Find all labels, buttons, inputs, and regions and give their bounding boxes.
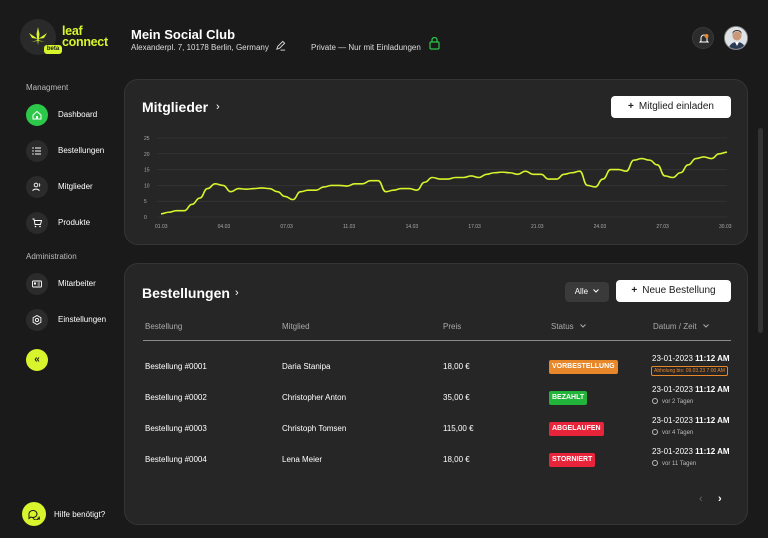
x-tick-label: 27.03 <box>656 224 669 230</box>
member-name: Christoph Tomsen <box>282 424 347 433</box>
status-badge: BEZAHLT <box>549 391 588 405</box>
page-scrollbar[interactable] <box>758 128 763 333</box>
x-tick-label: 01.03 <box>155 224 168 230</box>
y-tick-label: 25 <box>144 136 150 142</box>
sidebar-item-orders[interactable]: Bestellungen <box>26 140 126 162</box>
invite-member-button[interactable]: + Mitglied einladen <box>611 96 731 118</box>
order-id[interactable]: Bestellung #0004 <box>145 455 207 464</box>
home-icon <box>32 110 42 120</box>
orders-title[interactable]: Bestellungen <box>142 285 230 301</box>
users-icon <box>32 182 41 192</box>
privacy-status: Private — Nur mit Einladungen <box>311 43 421 52</box>
orders-card: Bestellungen › Alle + Neue Bestellung Bes… <box>124 263 748 525</box>
logo-pill: beta <box>44 45 62 54</box>
cart-icon <box>32 218 42 228</box>
logo-text: leaf connect <box>62 24 108 49</box>
member-name: Lena Meier <box>282 455 323 464</box>
members-card: Mitglieder › + Mitglied einladen 0 5 10 15 20… <box>124 79 748 245</box>
x-tick-label: 11.03 <box>343 224 355 230</box>
order-id[interactable]: Bestellung #0001 <box>145 362 207 371</box>
notification-button[interactable] <box>692 27 714 49</box>
help-label[interactable]: Hilfe benötigt? <box>54 510 106 519</box>
sidebar-section-administration: Administration <box>26 252 77 261</box>
order-id[interactable]: Bestellung #0002 <box>145 393 207 402</box>
order-price: 18,00 € <box>443 455 470 464</box>
status-badge: ABGELAUFEN <box>549 422 604 436</box>
plus-icon: + <box>631 285 638 296</box>
y-tick-label: 20 <box>144 152 150 158</box>
y-tick-label: 0 <box>144 215 147 221</box>
order-id[interactable]: Bestellung #0003 <box>145 424 207 433</box>
sidebar-item-members[interactable]: Mitglieder <box>26 176 126 198</box>
gear-icon <box>32 315 42 325</box>
clock-icon <box>652 429 658 435</box>
chevron-down-icon <box>702 324 709 328</box>
status-badge: STORNIERT <box>549 453 596 467</box>
avatar-image <box>725 27 747 49</box>
table-header-divider <box>143 340 731 341</box>
x-tick-label: 17.03 <box>468 224 481 230</box>
list-icon <box>32 147 41 155</box>
relative-time: vor 2 Tagen <box>652 398 693 405</box>
pickup-deadline: Abholung bis: 09.03.23 7:00 AM <box>651 366 728 376</box>
order-price: 115,00 € <box>443 424 474 433</box>
user-avatar[interactable] <box>724 26 748 50</box>
edit-icon[interactable] <box>275 40 286 51</box>
members-title[interactable]: Mitglieder <box>142 99 209 115</box>
x-tick-label: 30.03 <box>719 224 732 230</box>
relative-time: vor 11 Tagen <box>652 460 696 467</box>
leaf-icon <box>29 27 47 45</box>
sidebar-item-dashboard[interactable]: Dashboard <box>26 104 126 126</box>
relative-time: vor 4 Tagen <box>652 429 693 436</box>
y-tick-label: 5 <box>144 199 147 205</box>
club-address: Alexanderpl. 7, 10178 Berlin, Germany <box>131 43 269 52</box>
chat-icon <box>28 509 40 520</box>
pagination-next-button[interactable]: › <box>718 493 722 505</box>
members-series-line <box>160 151 728 215</box>
collapse-sidebar-button[interactable]: « <box>26 349 48 371</box>
sidebar-section-management: Managment <box>26 83 69 92</box>
orders-chevron-icon[interactable]: › <box>235 287 239 299</box>
new-order-button[interactable]: + Neue Bestellung <box>616 280 731 302</box>
clock-icon <box>652 460 658 466</box>
column-member[interactable]: Mitglied <box>282 322 310 331</box>
x-tick-label: 04.03 <box>218 224 231 230</box>
x-tick-label: 14.03 <box>406 224 419 230</box>
chevron-down-icon <box>580 324 586 328</box>
y-tick-label: 10 <box>144 183 150 189</box>
bell-icon <box>698 34 710 43</box>
club-title: Mein Social Club <box>131 27 236 42</box>
members-chart: 0 5 10 15 20 25 01.03 04.03 07.03 11.03 14.03 17.03… <box>144 136 732 230</box>
brand-logo[interactable]: beta leaf connect <box>20 19 130 59</box>
sidebar-item-staff[interactable]: Mitarbeiter <box>26 273 126 295</box>
sidebar-item-settings[interactable]: Einstellungen <box>26 309 126 331</box>
column-status[interactable]: Status <box>551 322 586 331</box>
pagination-prev-button[interactable]: ‹ <box>699 493 703 505</box>
members-chevron-icon[interactable]: › <box>216 101 220 113</box>
x-tick-label: 07.03 <box>280 224 293 230</box>
order-price: 35,00 € <box>443 393 470 402</box>
status-filter-dropdown[interactable]: Alle <box>565 282 609 302</box>
member-name: Daria Stanipa <box>282 362 331 371</box>
plus-icon: + <box>628 101 634 112</box>
column-datetime[interactable]: Datum / Zeit <box>653 322 709 331</box>
y-tick-label: 15 <box>144 168 150 174</box>
order-datetime: 23-01-2023 11:12 AM <box>652 385 730 394</box>
order-datetime: 23-01-2023 11:12 AM <box>652 354 730 363</box>
column-order[interactable]: Bestellung <box>145 322 183 331</box>
order-price: 18,00 € <box>443 362 470 371</box>
chevron-down-icon <box>593 289 600 293</box>
order-datetime: 23-01-2023 11:12 AM <box>652 416 730 425</box>
column-price[interactable]: Preis <box>443 322 462 331</box>
member-name: Christopher Anton <box>282 393 347 402</box>
help-button[interactable] <box>22 502 46 526</box>
x-tick-label: 21.03 <box>531 224 544 230</box>
sidebar-item-products[interactable]: Produkte <box>26 212 126 234</box>
order-datetime: 23-01-2023 11:12 AM <box>652 447 730 456</box>
lock-icon <box>429 37 440 50</box>
id-card-icon <box>32 280 42 288</box>
status-badge: VORBESTELLUNG <box>549 360 618 374</box>
x-tick-label: 24.03 <box>594 224 607 230</box>
clock-icon <box>652 398 658 404</box>
